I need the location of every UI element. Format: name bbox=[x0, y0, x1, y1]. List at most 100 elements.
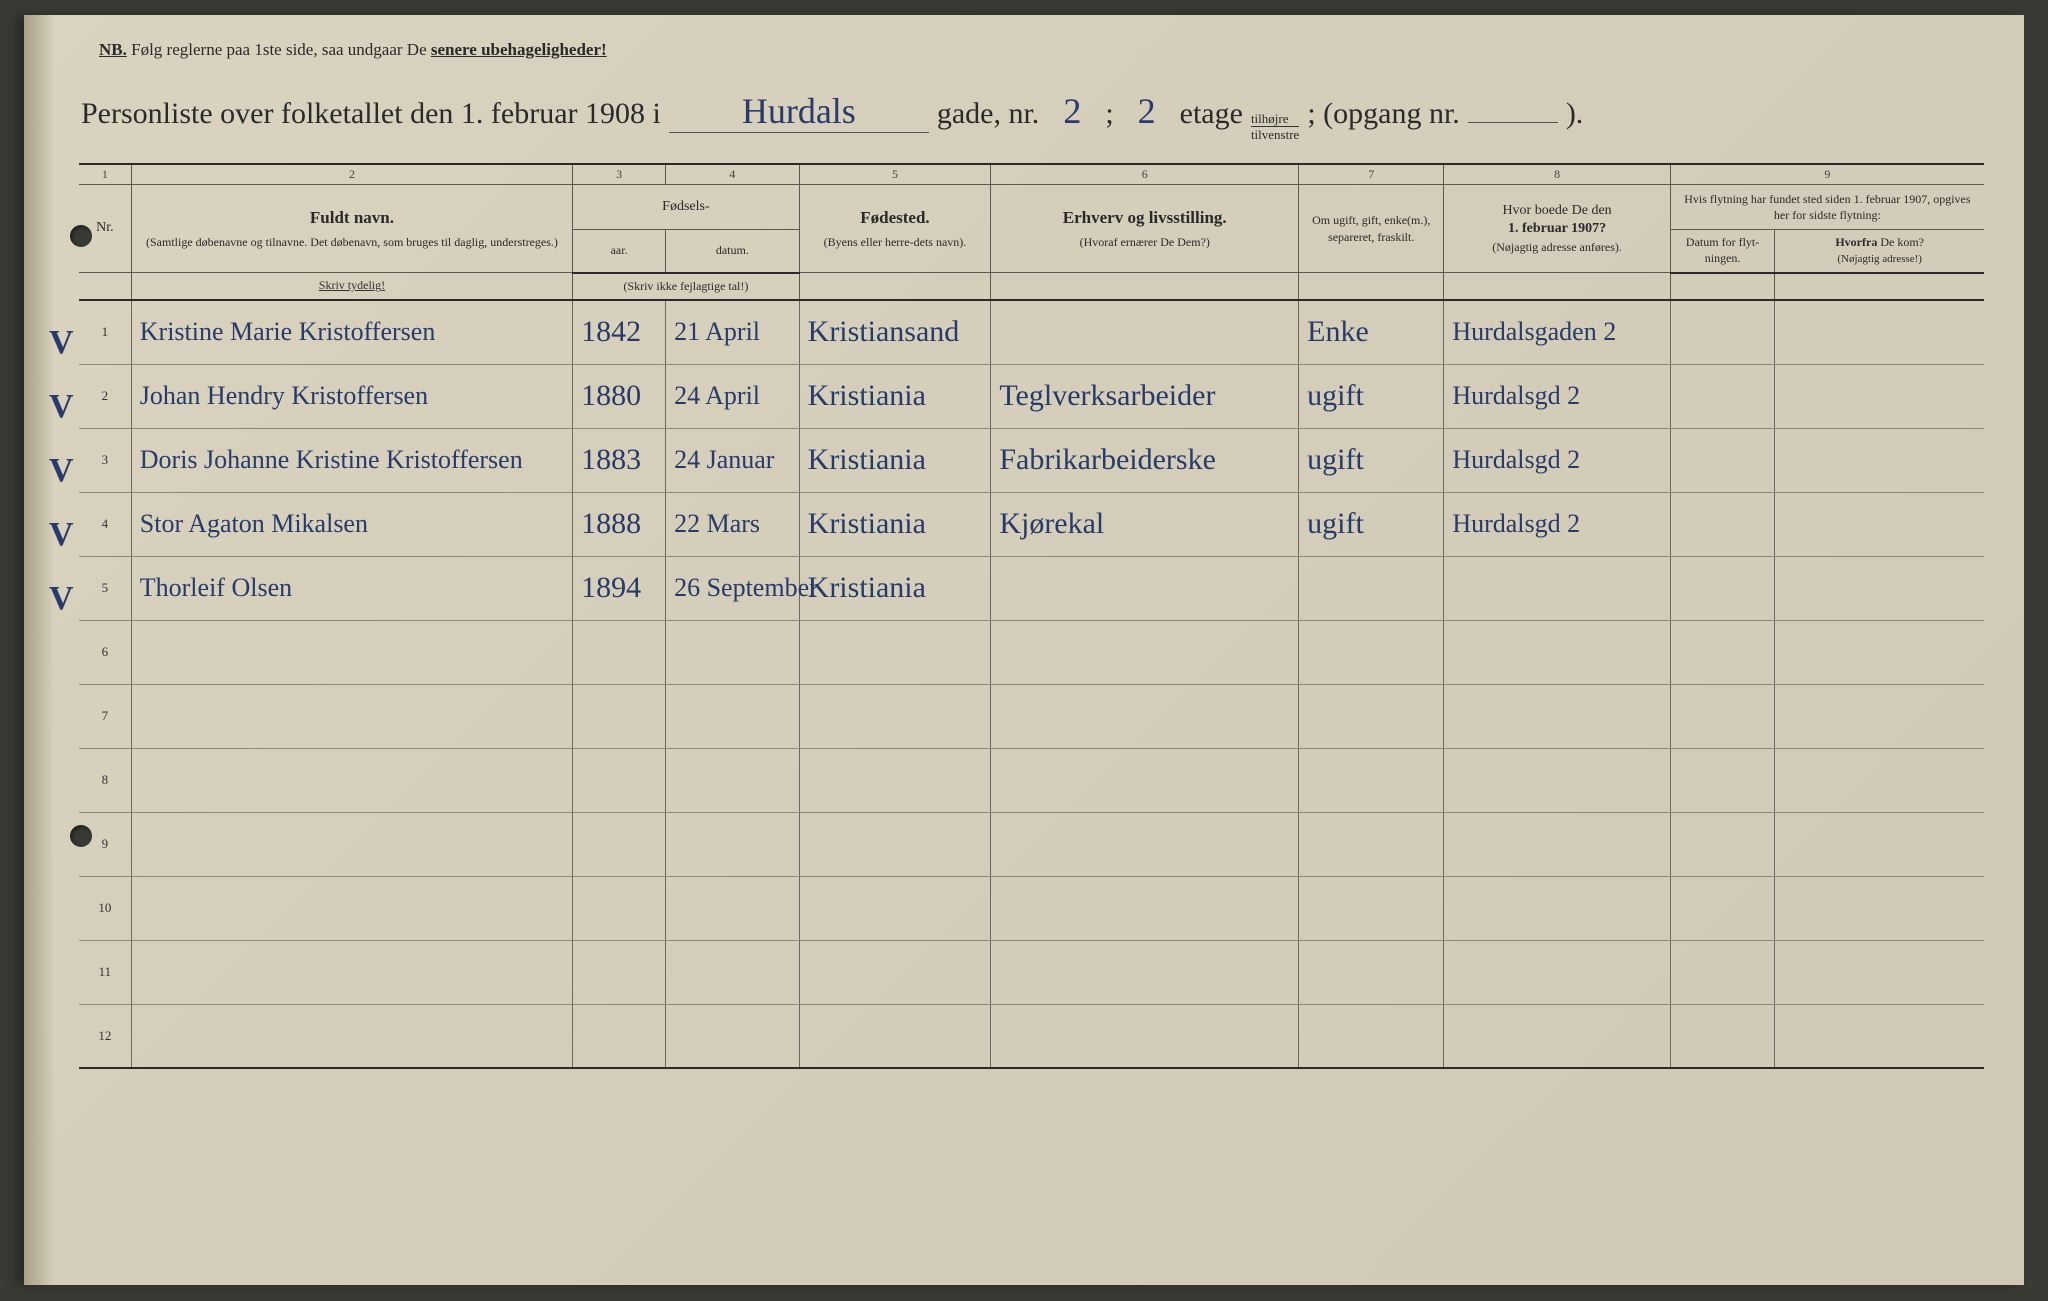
table-row: 4VStor Agaton Mikalsen188822 MarsKristia… bbox=[79, 492, 1984, 556]
header-row: Nr. Fuldt navn. (Samtlige døbenavne og t… bbox=[79, 185, 1984, 230]
cell-nr: 9 bbox=[79, 812, 131, 876]
title-line: Personliste over folketallet den 1. febr… bbox=[81, 90, 1984, 141]
cell-movedate bbox=[1670, 940, 1775, 1004]
cell-date bbox=[666, 684, 800, 748]
hw-marital: Enke bbox=[1307, 315, 1369, 348]
column-number-row: 1 2 3 4 5 6 7 8 9 bbox=[79, 164, 1984, 185]
cell-year bbox=[573, 748, 666, 812]
hw-place: Kristiania bbox=[808, 379, 926, 412]
hdr-move: Hvis flytning har fundet sted siden 1. f… bbox=[1670, 185, 1984, 230]
sub-header-row-2: Skriv tydelig! (Skriv ikke fejlagtige ta… bbox=[79, 273, 1984, 301]
hw-place: Kristiania bbox=[808, 571, 926, 604]
gade-label: gade, nr. bbox=[937, 97, 1039, 131]
hw-occ: Fabrikarbeiderske bbox=[999, 443, 1216, 476]
hw-year: 1880 bbox=[581, 379, 641, 412]
cell-date: 24 April bbox=[666, 364, 800, 428]
cell-movedate bbox=[1670, 876, 1775, 940]
cell-nr: 8 bbox=[79, 748, 131, 812]
cell-marital bbox=[1299, 812, 1444, 876]
street-handwritten: Hurdals bbox=[669, 90, 929, 133]
colnum: 7 bbox=[1299, 164, 1444, 185]
checkmark: V bbox=[49, 516, 74, 554]
cell-occ bbox=[991, 300, 1299, 364]
semi: ; bbox=[1105, 97, 1113, 131]
cell-place bbox=[799, 812, 991, 876]
cell-place bbox=[799, 940, 991, 1004]
hw-marital: ugift bbox=[1307, 379, 1364, 412]
cell-date bbox=[666, 620, 800, 684]
cell-year bbox=[573, 1004, 666, 1068]
hw-year: 1888 bbox=[581, 507, 641, 540]
cell-name bbox=[131, 812, 572, 876]
cell-occ: Teglverksarbeider bbox=[991, 364, 1299, 428]
cell-year bbox=[573, 876, 666, 940]
table-row: 2VJohan Hendry Kristoffersen188024 April… bbox=[79, 364, 1984, 428]
cell-addr: Hurdalsgd 2 bbox=[1444, 428, 1671, 492]
cell-addr: Hurdalsgd 2 bbox=[1444, 364, 1671, 428]
cell-marital bbox=[1299, 556, 1444, 620]
cell-name: Thorleif Olsen bbox=[131, 556, 572, 620]
cell-year bbox=[573, 620, 666, 684]
hw-name: Kristine Marie Kristoffersen bbox=[140, 317, 436, 346]
cell-occ bbox=[991, 748, 1299, 812]
cell-addr bbox=[1444, 1004, 1671, 1068]
cell-place: Kristiania bbox=[799, 364, 991, 428]
cell-marital bbox=[1299, 748, 1444, 812]
cell-occ bbox=[991, 684, 1299, 748]
cell-addr bbox=[1444, 812, 1671, 876]
table-row: 6 bbox=[79, 620, 1984, 684]
cell-year: 1842 bbox=[573, 300, 666, 364]
hw-date: 26 September bbox=[674, 573, 818, 602]
cell-name: Johan Hendry Kristoffersen bbox=[131, 364, 572, 428]
cell-year: 1880 bbox=[573, 364, 666, 428]
colnum: 1 bbox=[79, 164, 131, 185]
hw-date: 24 April bbox=[674, 381, 760, 410]
cell-nr: 12 bbox=[79, 1004, 131, 1068]
cell-date: 22 Mars bbox=[666, 492, 800, 556]
hw-name: Doris Johanne Kristine Kristoffersen bbox=[140, 445, 523, 474]
cell-date: 24 Januar bbox=[666, 428, 800, 492]
cell-date bbox=[666, 876, 800, 940]
cell-nr: 5V bbox=[79, 556, 131, 620]
nb-label: NB. bbox=[99, 40, 127, 59]
checkmark: V bbox=[49, 388, 74, 426]
hw-year: 1894 bbox=[581, 571, 641, 604]
hdr-place: Fødested. (Byens eller herre-dets navn). bbox=[799, 185, 991, 273]
cell-addr bbox=[1444, 940, 1671, 1004]
cell-name bbox=[131, 620, 572, 684]
table-row: 8 bbox=[79, 748, 1984, 812]
cell-movefrom bbox=[1775, 492, 1984, 556]
table-row: 9 bbox=[79, 812, 1984, 876]
table-row: 10 bbox=[79, 876, 1984, 940]
hw-occ: Kjørekal bbox=[999, 507, 1104, 540]
cell-place: Kristiansand bbox=[799, 300, 991, 364]
hdr-movedate: Datum for flyt-ningen. bbox=[1670, 230, 1775, 273]
cell-place bbox=[799, 620, 991, 684]
hw-date: 24 Januar bbox=[674, 445, 774, 474]
opgang-blank bbox=[1468, 122, 1558, 123]
colnum: 2 bbox=[131, 164, 572, 185]
cell-movefrom bbox=[1775, 428, 1984, 492]
cell-movefrom bbox=[1775, 620, 1984, 684]
hdr-birth: Fødsels- bbox=[573, 185, 800, 230]
punch-hole bbox=[70, 225, 92, 247]
cell-name: Stor Agaton Mikalsen bbox=[131, 492, 572, 556]
cell-movefrom bbox=[1775, 556, 1984, 620]
cell-nr: 4V bbox=[79, 492, 131, 556]
cell-place bbox=[799, 1004, 991, 1068]
hw-year: 1883 bbox=[581, 443, 641, 476]
cell-date bbox=[666, 812, 800, 876]
cell-year bbox=[573, 684, 666, 748]
colnum: 3 bbox=[573, 164, 666, 185]
cell-nr: 7 bbox=[79, 684, 131, 748]
cell-addr: Hurdalsgd 2 bbox=[1444, 492, 1671, 556]
side-fraction: tilhøjre tilvenstre bbox=[1251, 112, 1299, 141]
cell-occ bbox=[991, 556, 1299, 620]
cell-movedate bbox=[1670, 364, 1775, 428]
hdr-movefrom: Hvorfra De kom?(Nøjagtig adresse!) bbox=[1775, 230, 1984, 273]
cell-occ bbox=[991, 620, 1299, 684]
hw-occ: Teglverksarbeider bbox=[999, 379, 1215, 412]
etage-label: etage bbox=[1180, 97, 1243, 131]
hdr-name: Fuldt navn. (Samtlige døbenavne og tilna… bbox=[131, 185, 572, 273]
cell-nr: 3V bbox=[79, 428, 131, 492]
